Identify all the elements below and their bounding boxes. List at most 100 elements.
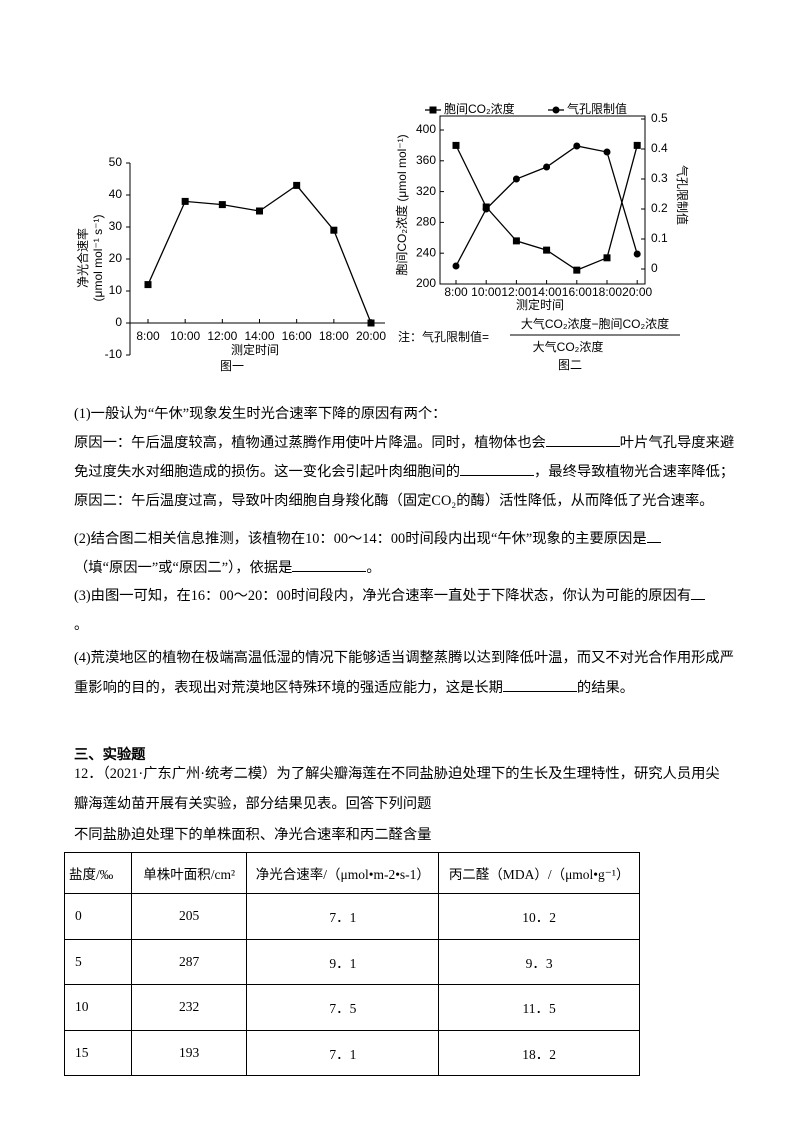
y2-tick-label: 0.2 <box>651 201 668 215</box>
point <box>330 226 338 234</box>
table-cell: 205 <box>130 893 248 940</box>
table-cell: 7．1 <box>246 1029 440 1076</box>
point <box>633 141 641 149</box>
y-tick-label: 200 <box>416 276 436 290</box>
point <box>181 197 189 205</box>
text: 原因二：午后温度过高，导致叶肉细胞自身羧化酶（固定CO₂的酶）活性降低，从而降低… <box>74 493 714 509</box>
text-line: 重影响的目的，表现出对荒漠地区特殊环境的强适应能力，这是长期 的结果。 <box>74 676 634 697</box>
answer-blank <box>460 463 535 476</box>
x-tick-label: 18:00 <box>319 329 349 343</box>
note-denominator: 大气CO₂浓度 <box>533 339 604 354</box>
section-title: 三、实验题 <box>74 747 146 763</box>
text: 。 <box>74 617 89 633</box>
point <box>452 141 460 149</box>
point <box>144 281 152 289</box>
table-row: 0 205 7．1 10．2 <box>64 893 640 940</box>
legend-label: 胞间CO₂浓度 <box>444 101 515 116</box>
text-line: 原因一：午后温度较高，植物通过蒸腾作用使叶片降温。同时，植物体也会 叶片气孔导度来… <box>74 431 734 452</box>
y-tick-label: -10 <box>105 347 123 361</box>
x-tick-label: 20:00 <box>356 329 386 343</box>
table-cell: 7．5 <box>246 984 440 1031</box>
table-row: 15 193 7．1 18．2 <box>64 1029 640 1076</box>
y-tick-label: 50 <box>109 155 123 169</box>
y-tick-label: 20 <box>109 251 123 265</box>
header-cell: 净光合速率/（μmol•m-2•s-1） <box>246 852 440 894</box>
y-axis-unit: (μmol mol⁻¹ s⁻¹) <box>91 215 105 302</box>
data-table: 盐度/‰ 单株叶面积/cm² 净光合速率/（μmol•m-2•s-1） 丙二醛（MDA… <box>64 852 640 1076</box>
y-axis-label: 胞间CO₂浓度 (μmol mol⁻¹) <box>394 134 409 275</box>
point <box>482 205 490 213</box>
legend-label: 气孔限制值 <box>567 101 627 116</box>
x-tick-label: 8:00 <box>136 329 160 343</box>
table-cell: 193 <box>130 1029 248 1076</box>
x-tick-label: 10:00 <box>170 329 200 343</box>
x-tick-label: 16:00 <box>562 285 592 299</box>
header-row: 盐度/‰ 单株叶面积/cm² 净光合速率/（μmol•m-2•s-1） 丙二醛（MDA… <box>64 852 640 894</box>
table-cell: 0 <box>64 893 132 940</box>
point <box>367 319 375 327</box>
text: 免过度失水对细胞造成的损伤。这一变化会引起叶肉细胞间的 <box>74 464 461 480</box>
x-tick-label: 18:00 <box>592 285 622 299</box>
x-tick-label: 12:00 <box>501 285 531 299</box>
table-row: 10 232 7．5 11．5 <box>64 984 640 1031</box>
x-tick-label: 16:00 <box>282 329 312 343</box>
x-axis-label: 测定时间 <box>231 342 279 357</box>
point <box>452 262 460 270</box>
table-cell: 10 <box>64 984 132 1031</box>
plot-frame <box>439 115 646 285</box>
header-cell: 单株叶面积/cm² <box>130 852 248 894</box>
point <box>603 254 611 262</box>
x-tick-label: 20:00 <box>622 285 652 299</box>
text-line: 原因二：午后温度过高，导致叶肉细胞自身羧化酶（固定CO₂的酶）活性降低，从而降低… <box>74 489 714 510</box>
problem-line: 瓣海莲幼苗开展有关实验，部分结果见表。回答下列问题 <box>74 796 432 812</box>
text: 。 <box>366 560 381 576</box>
y-tick-label: 240 <box>416 245 436 259</box>
table-cell: 10．2 <box>438 893 640 940</box>
point <box>603 148 611 156</box>
table-cell: 7．1 <box>246 893 440 940</box>
text: 原因一：午后温度较高，植物通过蒸腾作用使叶片降温。同时，植物体也会 <box>74 435 546 451</box>
table-cell: 5 <box>64 938 132 985</box>
text: 叶片气孔导度来避 <box>619 435 735 451</box>
text-line: (3)由图一可知，在16：00～20：00时间段内，净光合速率一直处于下降状态，… <box>74 584 706 605</box>
point <box>543 163 551 171</box>
caption: 图二 <box>558 358 582 372</box>
y-tick-label: 10 <box>109 283 123 297</box>
point <box>543 246 551 254</box>
point <box>512 237 520 245</box>
caption: 图一 <box>220 359 244 373</box>
text: (4)荒漠地区的植物在极端高温低湿的情况下能够适当调整蒸腾以达到降低叶温，而又不… <box>74 650 735 666</box>
text: （填“原因一”或“原因二”），依据是 <box>74 560 293 576</box>
legend-marker <box>552 106 560 114</box>
text-line: 免过度失水对细胞造成的损伤。这一变化会引起叶肉细胞间的 ，最终导致植物光合速率降低… <box>74 460 734 481</box>
point <box>573 142 581 150</box>
point <box>573 266 581 274</box>
point <box>293 181 301 189</box>
point <box>512 175 520 183</box>
x-tick-label: 14:00 <box>532 285 562 299</box>
table-row: 5 287 9．1 9．3 <box>64 938 640 985</box>
problem-line: 12．（2021·广东广州·统考二模）为了解尖瓣海莲在不同盐胁迫处理下的生长及生… <box>74 766 720 782</box>
answer-blank <box>292 559 367 572</box>
y-tick-label: 360 <box>416 153 436 167</box>
y-tick-label: 280 <box>416 215 436 229</box>
answer-blank <box>502 679 577 692</box>
series-line <box>147 184 372 324</box>
answer-blank <box>691 587 706 600</box>
text-line: 。 <box>74 613 88 634</box>
legend-marker <box>429 106 437 114</box>
text: (2)结合图二相关信息推测，该植物在10：00～14：00时间段内出现“午休”现… <box>74 531 647 547</box>
table-cell: 287 <box>130 938 248 985</box>
answer-blank <box>646 530 661 543</box>
header-cell: 盐度/‰ <box>64 852 132 894</box>
table-cell: 15 <box>64 1029 132 1076</box>
text-line: (2)结合图二相关信息推测，该植物在10：00～14：00时间段内出现“午休”现… <box>74 527 661 548</box>
point <box>633 250 641 258</box>
y2-tick-label: 0.3 <box>651 171 668 185</box>
table-cell: 232 <box>130 984 248 1031</box>
header-cell: 丙二醛（MDA）/（μmol•g⁻¹） <box>438 852 640 894</box>
note-prefix: 注：气孔限制值= <box>398 329 489 344</box>
table-cell: 18．2 <box>438 1029 640 1076</box>
table-caption: 不同盐胁迫处理下的单株面积、净光合速率和丙二醛含量 <box>74 827 432 843</box>
y-tick-label: 320 <box>416 184 436 198</box>
